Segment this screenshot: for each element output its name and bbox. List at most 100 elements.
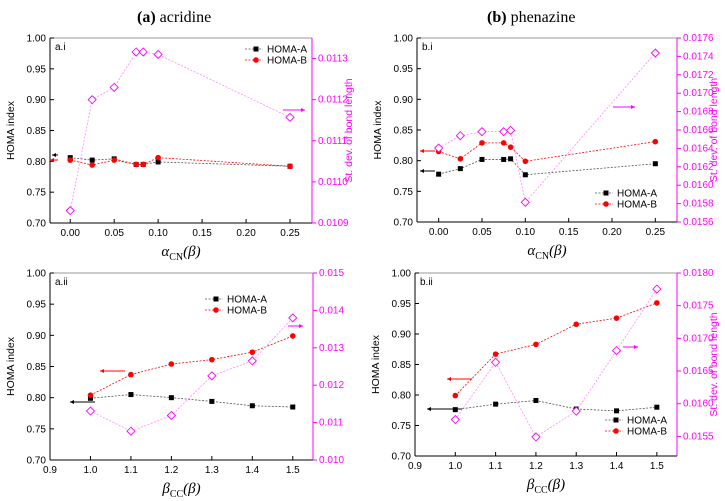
y-right-tick-label: 0.0164 — [683, 143, 714, 154]
legend-entry: HOMA-A — [627, 416, 667, 427]
data-point-st-dev — [288, 313, 298, 323]
data-point-HOMA-B — [67, 157, 74, 163]
x-tick-label: 1.5 — [286, 465, 300, 476]
data-point-st-dev — [166, 410, 177, 421]
y-tick-label: 0.85 — [392, 360, 412, 371]
x-tick-label: 1.3 — [569, 461, 583, 472]
y-tick-label: 0.90 — [394, 95, 414, 106]
y-tick-label: 0.70 — [27, 456, 47, 467]
data-point-st-dev — [499, 127, 509, 137]
panel-label: a.i — [55, 42, 66, 53]
y-right-tick-label: 0.0111 — [318, 136, 348, 147]
legend-marker — [603, 201, 609, 207]
data-point-HOMA-B — [533, 341, 539, 348]
data-point-HOMA-B — [507, 144, 514, 150]
y-right-tick-label: 0.015 — [319, 268, 344, 279]
arrow-head-icon — [631, 105, 635, 109]
arrow-head-icon — [634, 345, 638, 349]
data-point-HOMA-B — [89, 162, 96, 168]
data-point-HOMA-B — [522, 158, 529, 165]
y-right-tick-label: 0.0158 — [683, 199, 714, 210]
data-point-st-dev — [652, 284, 662, 294]
y-right-tick-label: 0.0176 — [683, 33, 714, 44]
data-point-st-dev — [85, 406, 96, 416]
series-line-HOMA-B — [438, 141, 656, 162]
data-point-st-dev — [505, 125, 516, 136]
data-point-HOMA-B — [613, 315, 620, 321]
y-right-tick-label: 0.0110 — [318, 177, 348, 188]
series-line-st-dev — [90, 317, 294, 432]
title-phenazine: (b) phenazine — [487, 9, 575, 26]
x-tick-label: 1.1 — [489, 461, 503, 472]
legend-entry: HOMA-B — [227, 306, 267, 317]
legend-marker — [613, 417, 619, 423]
data-point-HOMA-A — [652, 161, 658, 167]
x-tick-label: 0.25 — [646, 227, 666, 238]
y-right-tick-label: 0.0109 — [318, 218, 349, 229]
x-tick-label: 0.15 — [192, 228, 212, 239]
chart-panel-b.i: 0.00 0.05 0.10 0.15 0.20 0.25 0.70 0.75 0.80 0.85… — [372, 33, 720, 262]
data-point-HOMA-B — [654, 300, 660, 306]
data-point-st-dev — [207, 371, 217, 381]
arrow-head-icon — [420, 169, 424, 173]
y-right-axis-label: St. dev. of bond length — [708, 312, 720, 416]
y-right-axis-label: St. dev. of bond length — [708, 78, 720, 182]
y-tick-label: 0.90 — [27, 331, 47, 342]
y-tick-label: 1.00 — [27, 34, 47, 45]
series-line-HOMA-B — [90, 335, 293, 396]
x-tick-label: 0.25 — [280, 228, 300, 239]
y-axis-label: HOMA index — [372, 100, 384, 160]
x-tick-label: 1.4 — [245, 465, 259, 476]
x-tick-label: 0.20 — [236, 228, 256, 239]
y-right-tick-label: 0.0162 — [683, 162, 714, 173]
y-right-tick-label: 0.0113 — [318, 54, 348, 65]
data-point-HOMA-A — [209, 398, 215, 404]
data-point-st-dev — [571, 406, 581, 416]
data-point-HOMA-B — [452, 392, 459, 399]
x-axis-label: βCC(β) — [526, 477, 565, 496]
data-point-HOMA-B — [492, 351, 499, 357]
x-tick-label: 1.4 — [610, 461, 624, 472]
data-point-HOMA-B — [500, 140, 507, 146]
y-tick-label: 0.80 — [27, 157, 47, 168]
y-right-tick-label: 0.0170 — [683, 333, 714, 344]
y-right-tick-label: 0.0180 — [683, 268, 714, 279]
legend-entry: HOMA-A — [227, 295, 267, 306]
x-tick-label: 0.00 — [60, 228, 80, 239]
data-point-HOMA-B — [249, 349, 256, 355]
y-right-tick-label: 0.011 — [319, 418, 344, 429]
data-point-st-dev — [650, 48, 660, 58]
y-tick-label: 0.85 — [27, 126, 47, 137]
x-tick-label: 0.00 — [429, 227, 449, 238]
data-point-HOMA-A — [290, 404, 296, 410]
legend-marker — [613, 428, 619, 434]
y-tick-label: 0.75 — [27, 188, 47, 199]
series-line-st-dev — [454, 288, 658, 438]
arrow-head-icon — [299, 324, 303, 328]
arrow-head-icon — [70, 400, 74, 404]
y-right-tick-label: 0.010 — [319, 455, 344, 466]
y-tick-label: 0.95 — [394, 64, 414, 75]
data-point-st-dev — [285, 112, 295, 122]
data-point-st-dev — [531, 432, 541, 442]
data-point-HOMA-A — [89, 157, 95, 163]
x-tick-label: 1.1 — [124, 465, 138, 476]
data-point-HOMA-A — [479, 156, 485, 162]
x-axis-label: αCN(β) — [161, 244, 200, 263]
y-tick-label: 0.80 — [394, 156, 414, 167]
data-point-st-dev — [455, 131, 465, 141]
data-point-HOMA-B — [128, 371, 134, 378]
y-right-tick-label: 0.0166 — [683, 125, 714, 136]
panel-label: a.ii — [55, 277, 68, 288]
x-tick-label: 0.9 — [43, 465, 57, 476]
x-tick-label: 1.2 — [164, 465, 178, 476]
x-tick-label: 0.20 — [602, 227, 622, 238]
series-line-HOMA-A — [455, 400, 657, 412]
series-line-HOMA-B — [70, 157, 291, 167]
y-right-tick-label: 0.0174 — [683, 51, 714, 62]
data-point-st-dev — [65, 206, 75, 216]
series-line-HOMA-A — [438, 158, 656, 176]
data-point-st-dev — [131, 47, 141, 57]
data-point-HOMA-A — [436, 171, 442, 177]
legend-marker — [213, 307, 219, 313]
